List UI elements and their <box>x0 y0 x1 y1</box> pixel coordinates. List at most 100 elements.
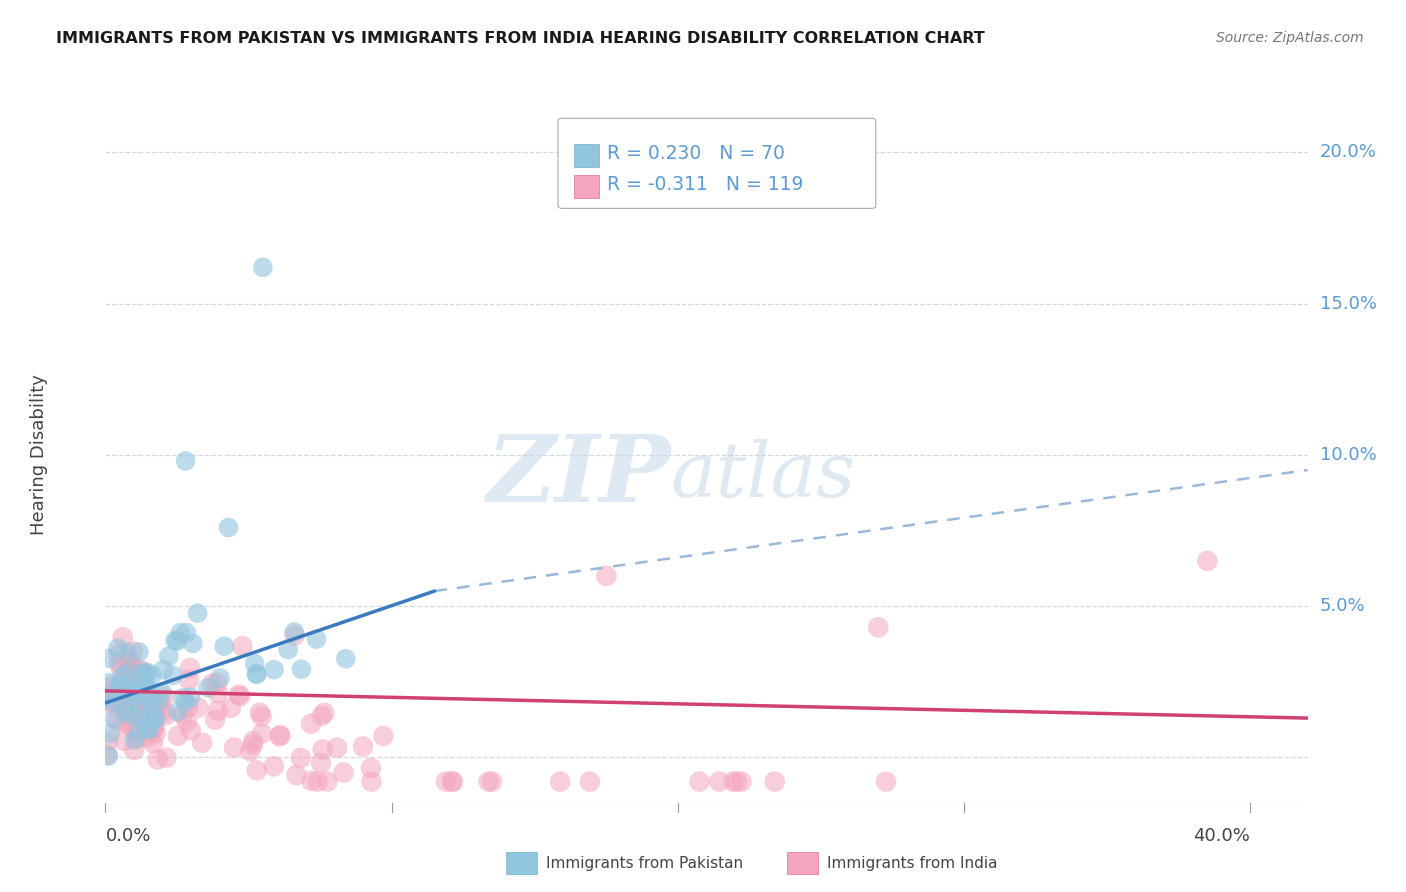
Point <box>207 686 229 700</box>
Point <box>307 774 329 789</box>
Point <box>311 708 333 723</box>
Point <box>335 651 357 665</box>
Point <box>108 657 131 671</box>
Point <box>120 663 142 677</box>
Point <box>111 630 134 644</box>
Point <box>118 687 141 701</box>
Point <box>127 731 149 746</box>
Point <box>167 729 190 743</box>
Point <box>305 632 328 647</box>
Point <box>107 641 129 656</box>
Point <box>197 681 219 695</box>
Point <box>721 774 744 789</box>
Point <box>121 661 143 675</box>
Point <box>246 667 269 681</box>
Point <box>138 722 160 736</box>
Point <box>110 661 132 675</box>
Point <box>98 726 121 740</box>
Point <box>97 734 120 748</box>
Point <box>153 690 176 705</box>
Point <box>97 749 120 764</box>
Text: 40.0%: 40.0% <box>1194 827 1250 845</box>
Point <box>242 734 264 748</box>
Point <box>124 723 146 737</box>
Point <box>134 673 156 687</box>
Point <box>290 662 312 676</box>
Point <box>204 713 226 727</box>
Point <box>115 671 138 685</box>
Point <box>155 750 177 764</box>
Point <box>176 714 198 729</box>
Point <box>114 698 136 713</box>
Point <box>309 756 332 770</box>
Point <box>136 731 159 745</box>
Point <box>269 730 291 744</box>
Point <box>208 671 231 685</box>
Point <box>145 696 167 710</box>
Point <box>283 629 305 643</box>
Point <box>129 697 152 711</box>
Point <box>135 678 157 692</box>
Point <box>122 644 145 658</box>
Point <box>145 712 167 726</box>
Point <box>174 454 197 468</box>
Point <box>118 664 141 678</box>
Text: Immigrants from India: Immigrants from India <box>827 856 997 871</box>
Point <box>103 712 125 726</box>
Point <box>143 712 166 726</box>
Point <box>231 639 253 653</box>
Point <box>299 773 322 788</box>
Point <box>122 743 145 757</box>
Point <box>141 668 163 682</box>
Point <box>177 700 200 714</box>
Point <box>97 676 120 690</box>
Point <box>153 705 176 719</box>
Point <box>124 686 146 700</box>
Point <box>118 712 141 726</box>
Point <box>96 747 118 762</box>
Point <box>239 744 262 758</box>
Point <box>187 606 209 620</box>
Point <box>134 708 156 723</box>
Point <box>285 768 308 782</box>
Point <box>352 739 374 754</box>
Point <box>146 705 169 719</box>
Point <box>243 657 266 671</box>
Point <box>434 774 457 789</box>
Point <box>725 774 748 789</box>
Point <box>122 709 145 723</box>
Point <box>222 740 245 755</box>
Point <box>111 701 134 715</box>
Point <box>177 673 200 687</box>
Text: atlas: atlas <box>671 439 856 513</box>
Point <box>252 260 274 275</box>
Point <box>579 774 602 789</box>
Point <box>107 648 129 662</box>
Point <box>118 716 141 731</box>
Point <box>481 774 503 789</box>
Point <box>360 774 382 789</box>
Point <box>763 774 786 789</box>
Point <box>131 709 153 723</box>
Point <box>128 725 150 739</box>
Point <box>595 569 617 583</box>
Point <box>97 690 120 704</box>
Point <box>277 642 299 657</box>
Point <box>205 675 228 690</box>
Point <box>180 690 202 704</box>
Text: Hearing Disability: Hearing Disability <box>31 375 48 535</box>
Point <box>114 701 136 715</box>
Point <box>250 709 273 723</box>
Point <box>191 736 214 750</box>
Point <box>135 691 157 706</box>
Point <box>148 694 170 708</box>
Point <box>326 740 349 755</box>
Text: 0.0%: 0.0% <box>105 827 150 845</box>
Point <box>373 729 395 743</box>
Text: IMMIGRANTS FROM PAKISTAN VS IMMIGRANTS FROM INDIA HEARING DISABILITY CORRELATION: IMMIGRANTS FROM PAKISTAN VS IMMIGRANTS F… <box>56 31 986 46</box>
Point <box>868 620 890 634</box>
Text: 20.0%: 20.0% <box>1320 144 1376 161</box>
Point <box>312 742 335 756</box>
Point <box>114 734 136 748</box>
Point <box>316 774 339 789</box>
